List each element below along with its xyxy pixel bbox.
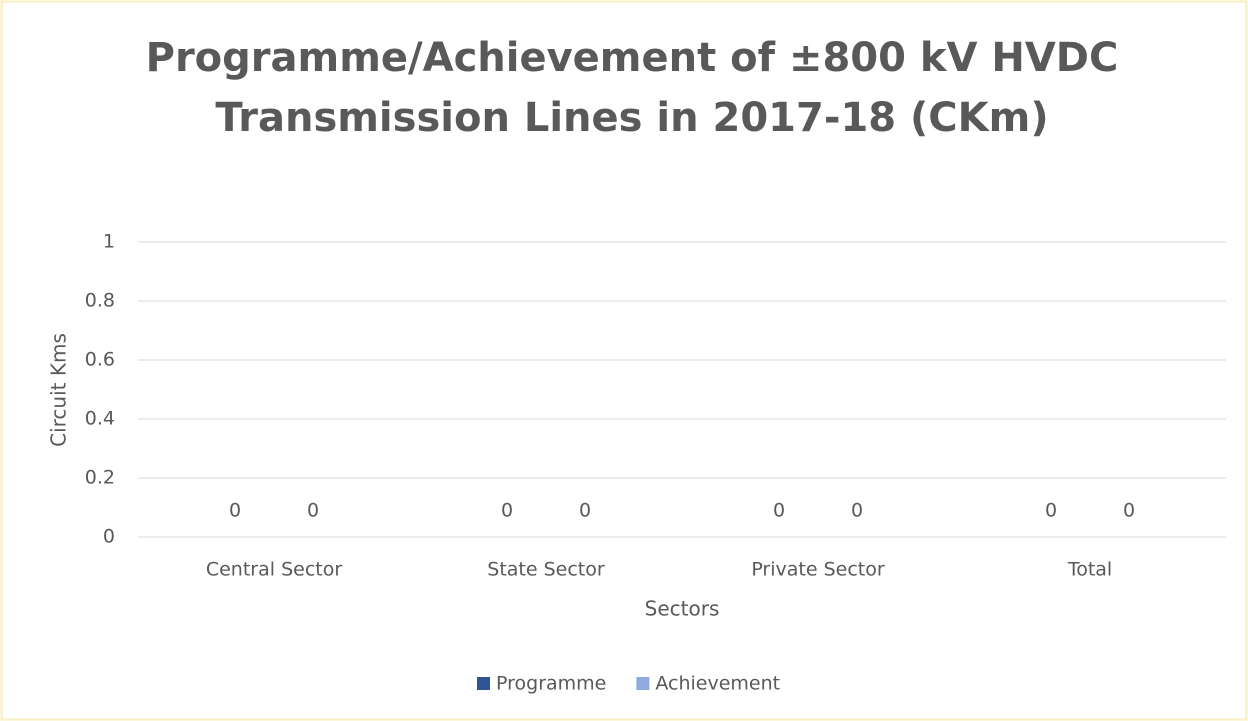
data-label: 0	[1123, 500, 1135, 522]
y-tick-label: 0.4	[85, 408, 115, 430]
chart-title: Transmission Lines in 2017-18 (CKm)	[215, 95, 1048, 141]
data-label: 0	[501, 500, 513, 522]
data-label: 0	[307, 500, 319, 522]
x-axis-label: Sectors	[645, 597, 720, 621]
chart-title: Programme/Achievement of ±800 kV HVDC	[146, 35, 1119, 81]
legend-label: Programme	[496, 673, 606, 695]
x-tick-label: Central Sector	[206, 559, 342, 581]
y-tick-label: 0.8	[85, 290, 115, 312]
x-tick-label: State Sector	[487, 559, 605, 581]
legend-swatch	[477, 677, 490, 690]
x-tick-label: Private Sector	[751, 559, 885, 581]
y-tick-label: 1	[103, 231, 115, 253]
y-tick-label: 0.6	[85, 349, 115, 371]
data-label: 0	[1045, 500, 1057, 522]
y-axis-label: Circuit Kms	[47, 333, 71, 447]
x-tick-label: Total	[1067, 559, 1112, 581]
data-label: 0	[851, 500, 863, 522]
y-tick-label: 0.2	[85, 467, 115, 489]
y-tick-label: 0	[103, 526, 115, 548]
data-label: 0	[773, 500, 785, 522]
data-label: 0	[579, 500, 591, 522]
legend-swatch	[636, 677, 650, 690]
legend-label: Achievement	[655, 673, 780, 695]
data-label: 0	[229, 500, 241, 522]
